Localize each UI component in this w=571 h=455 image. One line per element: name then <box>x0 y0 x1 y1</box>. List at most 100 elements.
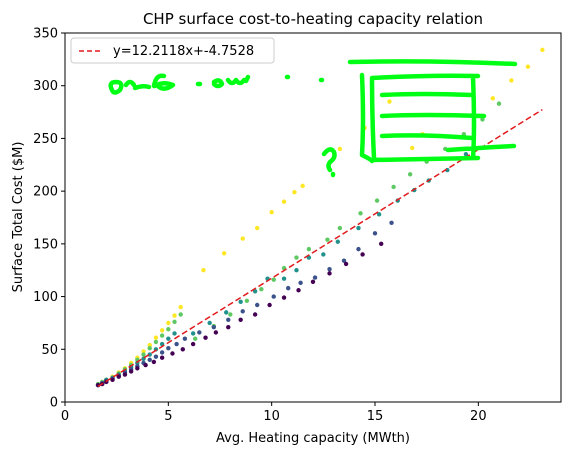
y-tick-label: 100 <box>33 290 58 305</box>
data-point <box>238 299 243 305</box>
data-point <box>271 294 276 299</box>
data-point <box>374 198 380 203</box>
data-point <box>178 304 183 310</box>
data-point <box>135 366 140 371</box>
data-point <box>110 377 115 383</box>
y-tick-label: 250 <box>33 132 58 147</box>
data-point <box>281 295 287 300</box>
data-point <box>240 236 245 241</box>
data-point <box>490 96 495 101</box>
scribble-dots <box>284 74 325 83</box>
legend-box <box>70 37 275 64</box>
data-point <box>143 362 148 368</box>
fit-line <box>97 108 543 388</box>
fit-line-group <box>97 108 543 388</box>
data-point <box>252 289 258 294</box>
y-tick-label: 150 <box>33 237 58 252</box>
data-point <box>170 351 175 356</box>
y-axis-label: Surface Total Cost ($M) <box>11 142 26 293</box>
data-point <box>294 255 299 260</box>
data-point <box>190 341 196 347</box>
data-point <box>211 324 216 330</box>
data-point <box>166 346 171 351</box>
data-point <box>300 183 305 189</box>
data-point <box>213 330 219 335</box>
data-point <box>159 328 165 333</box>
scribble-table <box>347 59 518 164</box>
data-point <box>147 346 152 351</box>
data-point <box>387 99 392 104</box>
data-point <box>159 355 165 360</box>
data-point <box>298 280 303 286</box>
y-tick-label: 300 <box>33 79 58 94</box>
data-point <box>172 319 177 325</box>
data-point <box>337 225 343 231</box>
data-point <box>281 276 287 281</box>
data-point <box>358 211 363 216</box>
data-point <box>141 349 146 354</box>
data-point <box>240 309 245 314</box>
data-point <box>116 374 121 379</box>
x-tick-label: 0 <box>61 409 69 424</box>
data-point <box>147 342 152 348</box>
data-point <box>267 302 272 308</box>
data-point <box>190 331 196 336</box>
data-point <box>269 210 274 215</box>
data-point <box>321 252 326 257</box>
data-point <box>525 64 531 69</box>
x-axis-label: Avg. Heating capacity (MWth) <box>216 431 410 446</box>
data-point <box>255 225 260 231</box>
data-point <box>294 268 299 273</box>
data-point <box>325 237 330 242</box>
x-tick-label: 20 <box>470 409 487 424</box>
data-point <box>286 285 291 291</box>
y-tick-label: 200 <box>33 185 58 200</box>
y-tick-label: 350 <box>33 27 58 42</box>
data-point <box>153 354 159 359</box>
data-point <box>540 47 545 53</box>
annotation-scribbles <box>108 59 518 178</box>
data-point <box>228 312 233 317</box>
data-point <box>159 333 165 338</box>
data-point <box>141 352 146 357</box>
data-point <box>201 268 206 273</box>
data-point <box>335 239 340 244</box>
data-point <box>372 231 378 236</box>
data-point <box>389 220 394 225</box>
data-point <box>197 330 202 335</box>
data-point <box>356 225 361 231</box>
data-point <box>376 212 382 217</box>
x-tick-label: 10 <box>263 409 280 424</box>
data-point <box>259 286 264 292</box>
data-point <box>153 335 159 340</box>
x-tick-label: 5 <box>164 409 172 424</box>
y-tick-label: 50 <box>41 343 58 358</box>
data-point <box>226 324 231 330</box>
data-point <box>128 369 134 374</box>
data-point <box>238 317 243 322</box>
data-point <box>159 350 165 355</box>
scribble-word-2 <box>195 74 251 89</box>
data-point <box>327 271 332 276</box>
legend: y=12.2118x+-4.7528 <box>70 37 275 64</box>
data-point <box>306 246 312 252</box>
x-tick-label: 15 <box>367 409 384 424</box>
data-point <box>463 152 469 157</box>
data-point <box>166 327 171 332</box>
data-point <box>356 246 361 252</box>
data-point <box>410 145 415 151</box>
data-point <box>182 336 188 341</box>
data-point <box>343 261 349 267</box>
data-point <box>379 241 384 247</box>
data-point <box>509 78 514 83</box>
plot-frame <box>64 32 562 403</box>
legend-label: y=12.2118x+-4.7528 <box>113 44 254 59</box>
data-point <box>310 279 316 285</box>
data-point <box>296 288 301 293</box>
data-point <box>193 336 198 341</box>
data-point <box>166 336 171 341</box>
chart-title: CHP surface cost-to-heating capacity rel… <box>143 10 483 28</box>
data-point <box>271 277 276 282</box>
data-point <box>226 317 231 322</box>
